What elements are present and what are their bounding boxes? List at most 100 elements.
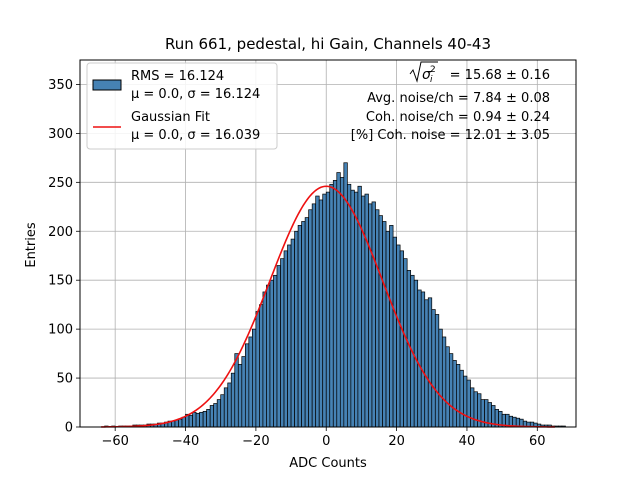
svg-text:σ: σ <box>422 67 432 83</box>
histogram-bar <box>420 291 426 428</box>
svg-text:i: i <box>430 75 433 85</box>
histogram-bar <box>375 209 380 428</box>
x-tick-label: 20 <box>388 434 405 449</box>
histogram-bars <box>104 162 566 428</box>
legend-patch-swatch <box>92 79 122 91</box>
legend: RMS = 16.124 μ = 0.0, σ = 16.124 Gaussia… <box>86 62 278 150</box>
y-tick-label: 200 <box>48 225 73 240</box>
histogram-bar <box>392 236 397 428</box>
histogram-bar <box>283 250 288 428</box>
histogram-bar <box>339 177 345 428</box>
stats-coh-noise: Coh. noise/ch = 0.94 ± 0.24 <box>366 110 550 125</box>
histogram-bar <box>255 311 260 428</box>
histogram-bar <box>220 394 225 428</box>
y-tick-label: 300 <box>48 127 73 142</box>
x-tick-label: −60 <box>101 434 128 449</box>
histogram-bar <box>368 203 373 428</box>
x-axis-label: ADC Counts <box>289 456 367 471</box>
histogram-bar <box>318 199 324 428</box>
x-tick-label: −20 <box>242 434 269 449</box>
stats-avg-noise: Avg. noise/ch = 7.84 ± 0.08 <box>367 91 550 106</box>
plot-frame <box>79 59 577 428</box>
histogram-bar <box>396 244 401 428</box>
svg-text:2: 2 <box>430 65 436 75</box>
x-tick-label: 60 <box>529 434 546 449</box>
y-tick-label: 50 <box>56 372 73 387</box>
histogram-bar <box>297 225 302 428</box>
histogram-bar <box>466 379 471 428</box>
histogram-bar <box>325 191 331 428</box>
histogram-bar <box>445 346 450 428</box>
histogram-bar <box>417 289 422 428</box>
y-tick-label: 250 <box>48 176 73 191</box>
histogram-bar <box>378 215 383 428</box>
histogram-bar <box>244 343 250 428</box>
histogram-bar <box>346 183 352 428</box>
y-tick-label: 150 <box>48 274 73 289</box>
histogram-bar <box>399 250 404 428</box>
x-tick-label: 40 <box>459 434 476 449</box>
histogram-bar <box>290 238 295 428</box>
histogram-bar <box>431 309 436 428</box>
stats-coh-noise-pct: [%] Coh. noise = 12.01 ± 3.05 <box>351 128 550 143</box>
histogram-bar <box>259 304 264 428</box>
histogram-bar <box>438 328 443 428</box>
chart-title: Run 661, pedestal, hi Gain, Channels 40-… <box>165 35 491 53</box>
histogram-bar <box>266 284 271 428</box>
histogram-bar <box>174 419 179 428</box>
y-tick-label: 100 <box>48 323 73 338</box>
histogram-bar <box>473 391 478 428</box>
histogram-bar <box>227 382 232 428</box>
histogram-bar <box>427 297 433 428</box>
histogram-bar <box>237 364 243 428</box>
histogram-bar <box>206 409 211 428</box>
histogram-bar <box>262 291 267 428</box>
histogram-bar <box>354 191 359 428</box>
histogram-bar <box>209 405 215 428</box>
histogram-bar <box>304 217 310 428</box>
histogram-bar <box>385 230 390 428</box>
x-tick-label: −40 <box>172 434 199 449</box>
histogram-bar <box>213 403 218 428</box>
histogram-bar <box>350 189 355 428</box>
histogram-bar <box>276 265 281 428</box>
histogram-bar <box>280 258 285 428</box>
histogram-bar <box>332 180 338 428</box>
legend-entry-fit-params: μ = 0.0, σ = 16.039 <box>131 128 260 143</box>
histogram-bar <box>459 369 464 428</box>
histogram-bar <box>382 221 387 428</box>
histogram-bar <box>199 411 204 428</box>
histogram-bar <box>223 387 229 428</box>
y-tick-label: 350 <box>48 78 73 93</box>
histogram-bar <box>195 412 200 428</box>
histogram-bar <box>308 209 313 428</box>
histogram-bar <box>371 201 376 428</box>
histogram-bar <box>234 353 239 428</box>
histogram-bar <box>403 258 408 428</box>
histogram-bar <box>364 193 369 428</box>
histogram-bar <box>202 410 207 428</box>
histogram-bar <box>434 314 440 428</box>
stats-annotation: σ 2 i = 15.68 ± 0.16 Avg. noise/ch = 7.8… <box>351 61 550 143</box>
histogram-bar <box>413 279 419 428</box>
histogram-bar <box>470 387 475 428</box>
histogram-bar <box>322 193 327 428</box>
legend-entry-rms: RMS = 16.124 <box>131 69 224 84</box>
histogram-bar <box>424 299 429 428</box>
histogram-bar <box>294 230 299 428</box>
histogram-bar <box>301 221 306 428</box>
histogram-bar <box>181 416 186 428</box>
x-tick-label: 0 <box>322 434 330 449</box>
histogram-bar <box>230 372 236 428</box>
histogram-bar <box>269 279 274 428</box>
sigma-symbol: σ 2 i <box>409 61 438 85</box>
histogram-bar <box>315 195 320 428</box>
histogram-bar <box>248 336 253 428</box>
histogram-bar <box>273 274 278 428</box>
histogram-bar <box>188 414 193 428</box>
histogram-bar <box>241 356 246 428</box>
histogram-bar <box>216 399 222 428</box>
histogram-bar <box>329 183 334 428</box>
histogram-bar <box>311 203 317 428</box>
